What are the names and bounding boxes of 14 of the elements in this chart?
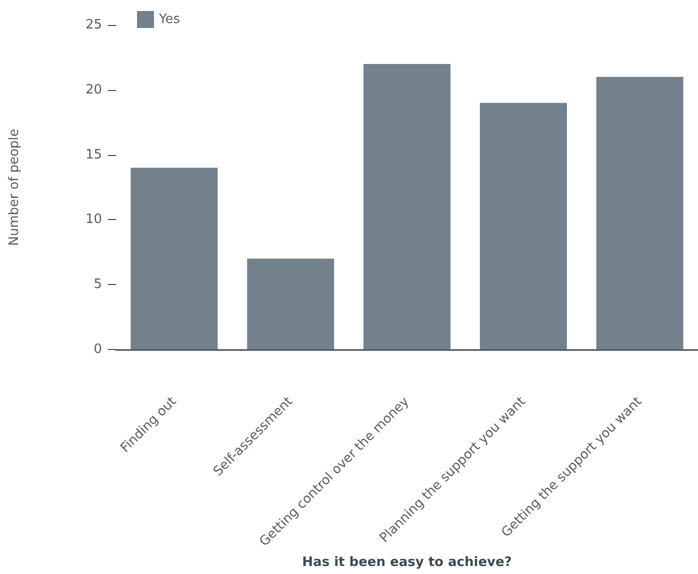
y-tick-label: 20 [85,82,102,98]
bar [364,64,450,350]
bar [130,168,218,350]
bar [480,102,567,350]
y-tick-label: 0 [94,342,102,358]
bar [596,76,684,350]
y-tick-label: 5 [94,277,102,292]
y-tick-label: 15 [85,147,102,162]
x-axis-title: Has it been easy to achieve? [302,555,512,570]
bar [247,258,334,350]
y-tick-label: 10 [85,212,102,228]
legend-label: Yes [158,12,180,27]
y-axis-title: Number of people [7,128,22,246]
y-tick-label: 25 [85,18,102,32]
